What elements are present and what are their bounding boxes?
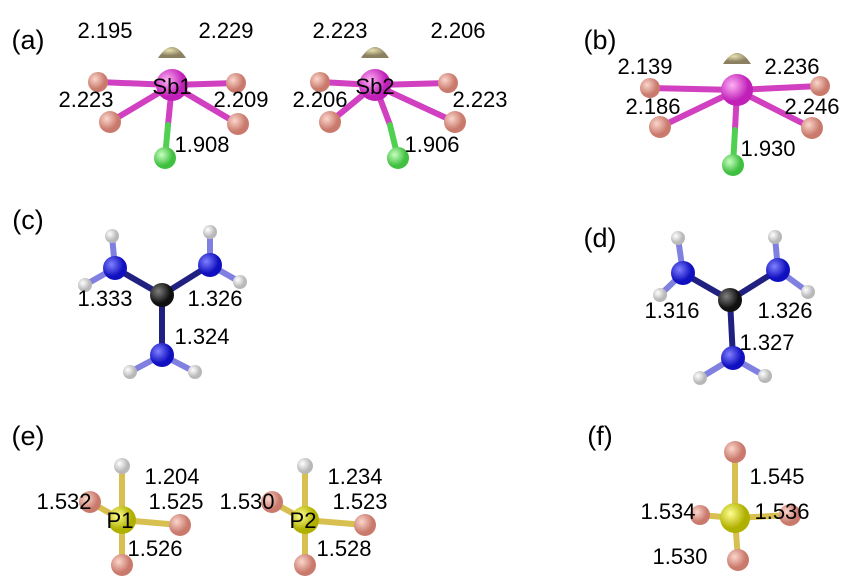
bond-length: 2.246 — [784, 94, 839, 119]
panel-label: (b) — [584, 25, 617, 55]
bond-length: 1.930 — [740, 136, 795, 161]
bond-length: 1.906 — [404, 132, 459, 157]
bond-length: 1.530 — [652, 544, 707, 569]
bond-length: 2.206 — [292, 87, 347, 112]
bond-length: 1.530 — [219, 489, 274, 514]
bond-length: 1.536 — [754, 499, 809, 524]
bond-length: 2.223 — [312, 18, 367, 43]
bond-length: 1.316 — [644, 298, 699, 323]
bond-length: 1.326 — [757, 298, 812, 323]
bond-length: 1.528 — [316, 536, 371, 561]
bond-length: 2.223 — [452, 87, 507, 112]
atom-label: Sb1 — [152, 74, 191, 99]
bond-length: 1.532 — [36, 489, 91, 514]
bond-length: 1.324 — [174, 324, 229, 349]
atom-label: Sb2 — [355, 74, 394, 99]
bond-length: 1.333 — [77, 286, 132, 311]
bond-length: 1.327 — [739, 330, 794, 355]
bond-length: 1.525 — [148, 489, 203, 514]
bond-length: 2.139 — [617, 54, 672, 79]
bond-length: 1.523 — [332, 489, 387, 514]
panel-label: (f) — [587, 421, 612, 451]
panel-label: (c) — [12, 205, 43, 235]
bond-length: 1.908 — [174, 132, 229, 157]
bond-length: 1.526 — [127, 536, 182, 561]
bond-length: 2.209 — [213, 87, 268, 112]
bond-length: 2.195 — [77, 18, 132, 43]
atom-label: P2 — [290, 508, 317, 533]
panel-label: (d) — [584, 223, 617, 253]
bond-length: 1.204 — [144, 464, 199, 489]
bond-length: 1.534 — [640, 499, 695, 524]
bond-length: 1.545 — [749, 464, 804, 489]
bond-length: 1.234 — [327, 464, 382, 489]
bond-length: 2.186 — [625, 94, 680, 119]
atom-label: P1 — [107, 508, 134, 533]
bond-length: 2.229 — [198, 18, 253, 43]
panel-label: (e) — [12, 421, 45, 451]
bond-length: 2.223 — [58, 87, 113, 112]
bond-length: 2.206 — [430, 18, 485, 43]
panel-label: (a) — [12, 25, 45, 55]
figure: (a) 2.195 2.229 2.223 2.209 1.908 Sb1 2.… — [0, 0, 848, 577]
bond-length: 1.326 — [187, 286, 242, 311]
page: (a) 2.195 2.229 2.223 2.209 1.908 Sb1 2.… — [0, 0, 848, 577]
bond-length: 2.236 — [764, 54, 819, 79]
